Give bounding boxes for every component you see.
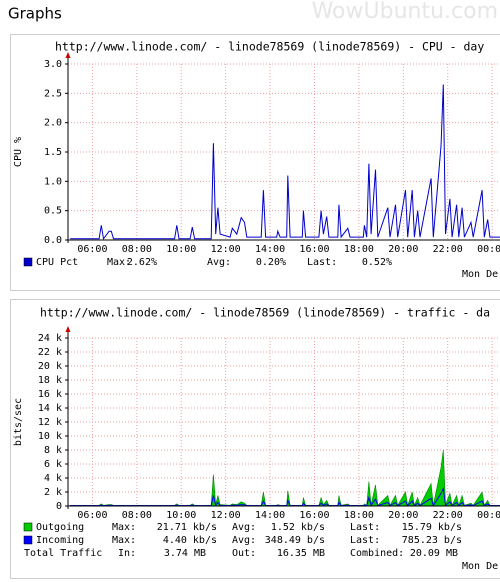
axis-arrow [65,52,71,58]
legend-stat: 0.52% [362,257,392,268]
x-tick-label: 06:00 [77,244,107,255]
legend-stat: Max: [112,522,136,533]
legend-stat: Max: [107,257,131,268]
legend-swatch [23,257,33,267]
y-axis-label: CPU % [13,137,24,167]
y-tick-label: 16 k [38,389,62,400]
footer-date: Mon De [462,561,498,572]
legend-stat: 348.49 b/s [265,535,325,546]
y-tick-label: 3.0 [44,59,62,70]
panel [10,299,500,579]
y-tick-label: 1.5 [44,147,62,158]
x-tick-label: 22:00 [433,244,463,255]
legend-swatch [23,522,33,532]
x-tick-label: 10:00 [166,510,196,521]
legend-stat: Last: [350,535,380,546]
legend-swatch [23,535,33,545]
x-tick-label: 18:00 [344,510,374,521]
watermark: WowUbuntu.com [312,0,498,24]
panel [10,34,500,291]
legend-stat: Last: [350,522,380,533]
y-tick-label: 0.0 [44,235,62,246]
x-tick-label: 08:00 [122,244,152,255]
legend-stat: Avg: [207,257,231,268]
y-tick-label: 18 k [38,375,62,386]
y-tick-label: 22 k [38,347,62,358]
x-tick-label: 14:00 [255,510,285,521]
legend-stat: 15.79 kb/s [402,522,462,533]
legend-stat: 21.71 kb/s [157,522,217,533]
y-tick-label: 8 k [44,445,62,456]
legend-stat: Avg: [232,535,256,546]
y-tick-label: 4 k [44,473,62,484]
chart-title: http://www.linode.com/ - linode78569 (li… [55,40,484,54]
series-line [70,84,500,241]
legend-stat: 785.23 b/s [402,535,462,546]
chart-title: http://www.linode.com/ - linode78569 (li… [40,306,490,320]
legend-total: 3.74 MB [164,548,206,559]
y-tick-label: 2 k [44,487,62,498]
legend-stat: 2.62% [127,257,157,268]
y-tick-label: 2.0 [44,118,62,129]
y-tick-label: 24 k [38,333,62,344]
x-tick-label: 06:00 [77,510,107,521]
x-tick-label: 14:00 [255,244,285,255]
x-tick-label: 22:00 [433,510,463,521]
legend-stat: 1.52 kb/s [271,522,325,533]
x-tick-label: 20:00 [388,510,418,521]
legend-label: Incoming [36,535,84,546]
footer-date: Mon De [462,269,498,280]
legend-total: Out: [232,548,256,559]
x-tick-label: 18:00 [344,244,374,255]
y-tick-label: 12 k [38,417,62,428]
x-tick-label: 12:00 [211,510,241,521]
y-tick-label: 0.5 [44,206,62,217]
y-tick-label: 6 k [44,459,62,470]
legend-stat: 4.40 kb/s [163,535,217,546]
x-tick-label: 12:00 [211,244,241,255]
legend-label: Outgoing [36,522,84,533]
y-tick-label: 1.0 [44,176,62,187]
x-tick-label: 00:00 [477,244,500,255]
x-tick-label: 00:00 [477,510,500,521]
x-tick-label: 20:00 [388,244,418,255]
series-area [69,449,500,507]
y-tick-label: 14 k [38,403,62,414]
legend-stat: Max: [112,535,136,546]
legend-stat: Last: [307,257,337,268]
y-axis-label: bits/sec [13,398,24,446]
legend-total: In: [118,548,136,559]
x-tick-label: 16:00 [299,510,329,521]
y-tick-label: 20 k [38,361,62,372]
legend-stat: 0.20% [256,257,286,268]
y-tick-label: 0 [56,501,62,512]
axis-arrow [65,326,71,332]
x-tick-label: 08:00 [122,510,152,521]
legend-label: CPU Pct [36,257,78,268]
page-title: Graphs [8,5,62,23]
y-tick-label: 2.5 [44,88,62,99]
legend-total: Total Traffic [24,548,102,559]
legend-stat: Avg: [232,522,256,533]
legend-total: 16.35 MB [277,548,325,559]
x-tick-label: 10:00 [166,244,196,255]
legend-total: Combined: [350,548,404,559]
y-tick-label: 10 k [38,431,62,442]
x-tick-label: 16:00 [299,244,329,255]
legend-total: 20.09 MB [410,548,458,559]
